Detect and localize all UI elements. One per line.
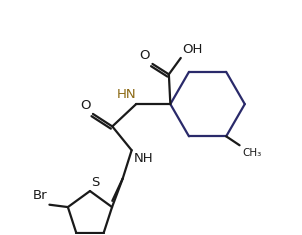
Text: OH: OH [182, 43, 203, 55]
Text: HN: HN [117, 88, 136, 101]
Text: NH: NH [134, 152, 154, 165]
Text: CH₃: CH₃ [242, 148, 261, 158]
Text: Br: Br [32, 189, 47, 202]
Text: S: S [92, 176, 100, 189]
Text: O: O [80, 99, 91, 112]
Text: O: O [140, 49, 150, 63]
